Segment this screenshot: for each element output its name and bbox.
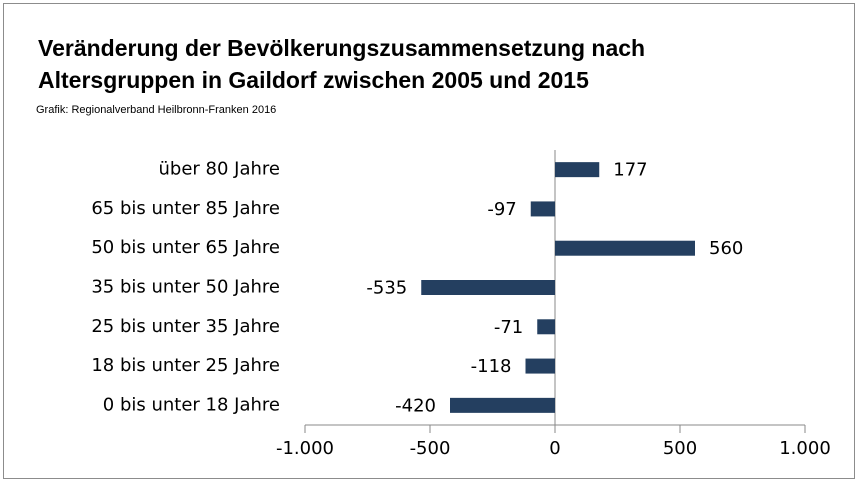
y-tick-label: 18 bis unter 25 Jahre <box>91 355 280 376</box>
y-tick-label: 65 bis unter 85 Jahre <box>91 198 280 219</box>
x-tick-label: -1.000 <box>276 438 334 459</box>
y-tick-label: 25 bis unter 35 Jahre <box>91 316 280 337</box>
bar <box>537 319 555 335</box>
chart-title: Veränderung der Bevölkerungszusammensetz… <box>38 35 646 93</box>
x-tick-label: 1.000 <box>779 438 831 459</box>
data-label: -97 <box>487 199 516 220</box>
chart-subtitle: Grafik: Regionalverband Heilbronn-Franke… <box>36 104 277 116</box>
bar <box>450 397 555 413</box>
bar <box>530 201 555 217</box>
x-tick-label: 0 <box>549 438 560 459</box>
x-tick-label: -500 <box>410 438 451 459</box>
data-label: -118 <box>471 356 512 377</box>
bar <box>555 162 600 178</box>
data-label: -535 <box>366 278 407 299</box>
data-label: -420 <box>395 395 436 416</box>
data-label: -71 <box>494 317 523 338</box>
bar <box>555 240 695 256</box>
y-tick-label: 50 bis unter 65 Jahre <box>91 237 280 258</box>
bar <box>421 280 555 295</box>
y-tick-label: 35 bis unter 50 Jahre <box>91 277 280 298</box>
chart-frame <box>3 3 855 479</box>
data-label: 177 <box>613 160 647 181</box>
bar <box>525 358 555 374</box>
x-tick-label: 500 <box>663 438 697 459</box>
data-label: 560 <box>709 238 743 259</box>
y-tick-label: 0 bis unter 18 Jahre <box>103 394 280 415</box>
y-tick-label: über 80 Jahre <box>159 159 280 180</box>
